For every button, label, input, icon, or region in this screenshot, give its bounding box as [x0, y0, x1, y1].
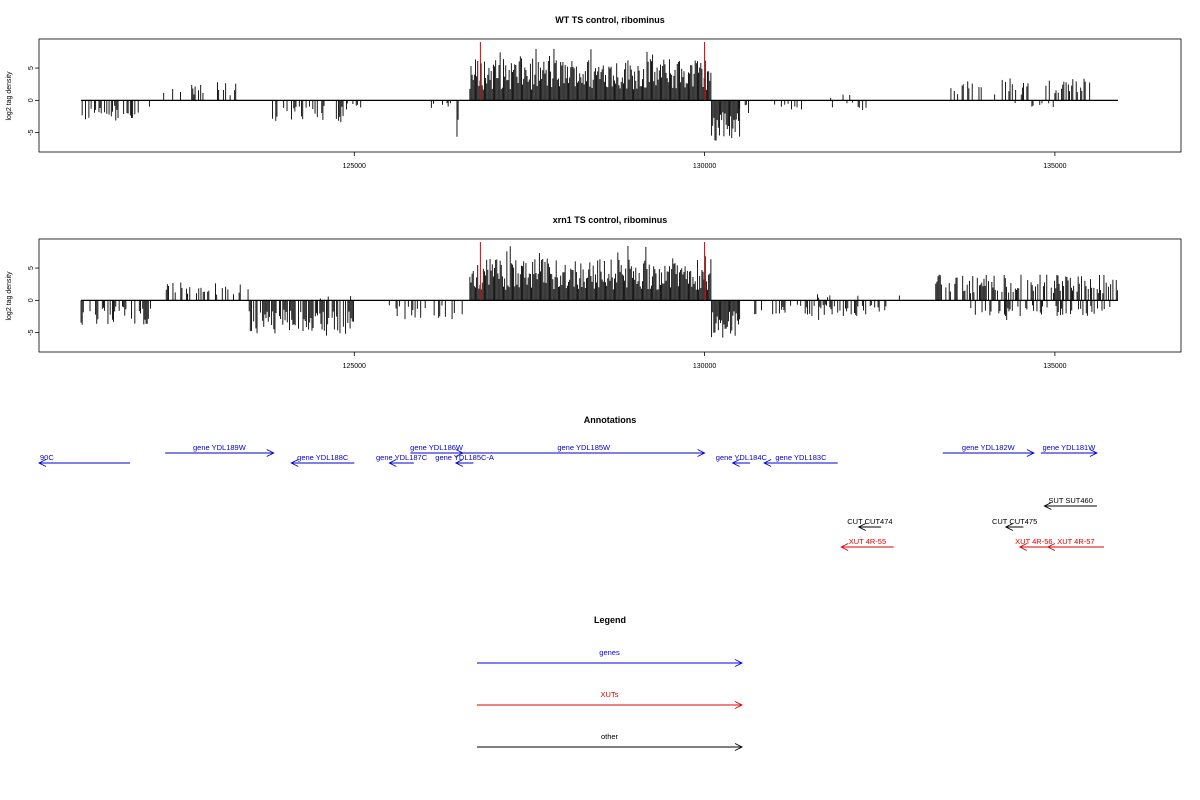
feature-label: CUT CUT474	[847, 517, 892, 526]
feature-arrowhead	[1004, 523, 1014, 531]
panel-title: WT TS control, ribominus	[555, 15, 665, 25]
x-tick-label: 130000	[693, 363, 716, 370]
feature-arrowhead	[1089, 449, 1098, 457]
feature-arrowhead	[37, 459, 47, 467]
plot-frame	[38, 238, 1182, 353]
feature-arrowhead	[290, 459, 299, 467]
annotation-feature: 90C	[37, 453, 131, 467]
legend-entry: other	[477, 732, 744, 751]
feature-label: gene YDL189W	[193, 443, 247, 452]
feature-label: XUT 4R-56	[1015, 537, 1052, 546]
feature-arrowhead	[388, 459, 397, 467]
x-tick-label: 125000	[343, 163, 366, 170]
y-tick-label: 5	[28, 66, 35, 70]
legend-title: Legend	[594, 615, 626, 625]
x-tick-label: 130000	[693, 163, 716, 170]
y-tick-label: -5	[28, 129, 35, 135]
x-tick-label: 135000	[1043, 163, 1066, 170]
y-tick-label: -5	[28, 329, 35, 335]
annotation-feature: gene YDL183C	[763, 453, 838, 467]
annotation-feature: gene YDL181W	[1040, 443, 1098, 457]
annotation-feature: gene YDL188C	[290, 453, 355, 467]
legend-entry: genes	[477, 648, 744, 667]
feature-arrowhead	[1026, 449, 1035, 457]
feature-arrowhead	[1046, 543, 1056, 551]
feature-label: gene YDL182W	[962, 443, 1016, 452]
feature-arrowhead	[731, 459, 740, 467]
feature-label: CUT CUT475	[992, 517, 1037, 526]
annotation-feature: gene YDL185C-A	[435, 453, 494, 467]
annotations-title: Annotations	[584, 415, 637, 425]
annotation-feature: CUT CUT474	[847, 517, 893, 531]
legend-arrowhead	[734, 743, 744, 751]
y-axis-label: log2 tag density	[6, 271, 13, 321]
legend-entry: XUTs	[477, 690, 744, 709]
legend-arrowhead	[734, 659, 744, 667]
feature-arrowhead	[840, 543, 849, 551]
feature-label: gene YDL187C	[376, 453, 428, 462]
y-tick-label: 0	[28, 298, 35, 302]
feature-label: gene YDL185C-A	[435, 453, 494, 462]
legend-label: other	[601, 732, 619, 741]
annotation-feature: XUT 4R-57	[1046, 537, 1104, 551]
feature-label: gene YDL183C	[775, 453, 827, 462]
feature-label: 90C	[40, 453, 54, 462]
y-tick-label: 5	[28, 266, 35, 270]
annotation-feature: SUT SUT460	[1043, 496, 1097, 510]
feature-label: gene YDL186W	[410, 443, 464, 452]
annotation-feature: gene YDL182W	[942, 443, 1035, 457]
feature-label: gene YDL185W	[557, 443, 611, 452]
annotation-feature: XUT 4R-55	[840, 537, 894, 551]
annotation-feature: XUT 4R-56	[1015, 537, 1053, 551]
feature-label: gene YDL188C	[297, 453, 349, 462]
annotation-feature: gene YDL189W	[165, 443, 275, 457]
annotation-feature: gene YDL187C	[376, 453, 428, 467]
feature-label: gene YDL181W	[1042, 443, 1096, 452]
legend-arrowhead	[734, 701, 744, 709]
annotation-feature: CUT CUT475	[992, 517, 1037, 531]
plot-frame	[38, 38, 1182, 153]
x-tick-label: 135000	[1043, 363, 1066, 370]
feature-arrowhead	[454, 459, 464, 467]
panel-wt: WT TS control, ribominus log2 tag densit…	[6, 15, 1182, 170]
feature-arrowhead	[697, 449, 706, 457]
panel-xrn1: xrn1 TS control, ribominus log2 tag dens…	[6, 215, 1182, 370]
feature-arrowhead	[266, 449, 275, 457]
annotations-track: Annotations 90C gene YDL189W gene YDL188C g…	[37, 415, 1104, 551]
legend: Legend genes XUTs other	[477, 615, 744, 751]
feature-arrowhead	[857, 523, 866, 531]
feature-label: XUT 4R-57	[1057, 537, 1094, 546]
feature-arrowhead	[763, 459, 772, 467]
legend-label: genes	[599, 648, 620, 657]
annotation-feature: gene YDL184C	[716, 453, 768, 467]
feature-label: SUT SUT460	[1048, 496, 1092, 505]
feature-label: XUT 4R-55	[849, 537, 886, 546]
legend-label: XUTs	[601, 690, 619, 699]
panel-title: xrn1 TS control, ribominus	[553, 215, 668, 225]
feature-label: gene YDL184C	[716, 453, 768, 462]
feature-arrowhead	[1018, 543, 1028, 551]
annotation-feature: gene YDL185W	[462, 443, 706, 457]
x-tick-label: 125000	[343, 363, 366, 370]
y-tick-label: 0	[28, 98, 35, 102]
feature-arrowhead	[1043, 502, 1052, 510]
y-axis-label: log2 tag density	[6, 71, 13, 121]
